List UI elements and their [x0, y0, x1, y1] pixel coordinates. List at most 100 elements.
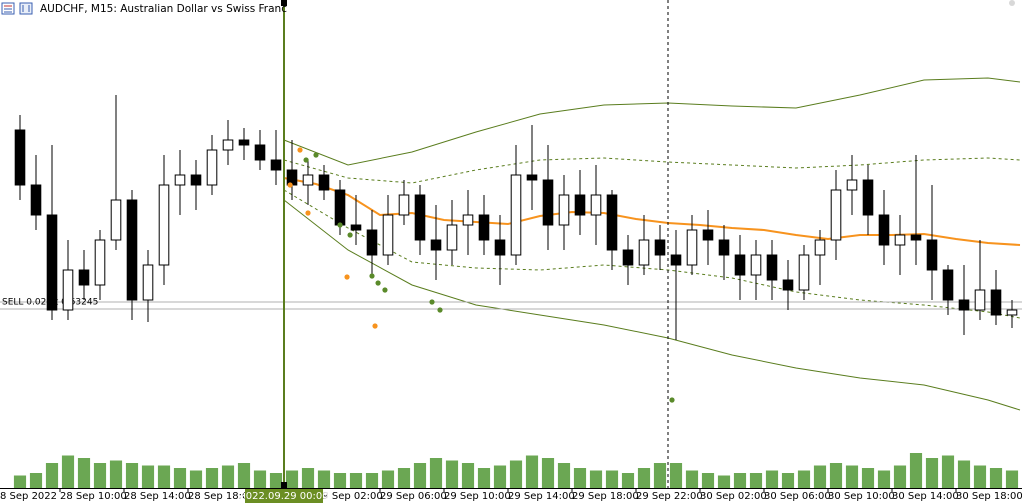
volume-bar	[317, 470, 331, 488]
volume-bar	[653, 463, 667, 488]
x-tick-label: 29 Sep 10:00	[444, 491, 511, 502]
candle-body	[238, 139, 250, 146]
signal-point	[382, 287, 388, 293]
crosshair-label-box	[245, 489, 323, 503]
volume-bar	[973, 465, 987, 488]
x-tick-label: 30 Sep 02:00	[700, 491, 767, 502]
volume-bar	[109, 460, 123, 488]
volume-bar	[637, 468, 651, 488]
candle-body	[110, 199, 122, 241]
volume-bar	[589, 470, 603, 488]
candle-body	[46, 214, 58, 311]
volume-bar	[845, 465, 859, 488]
volume-bar	[477, 468, 491, 488]
x-tick-label: 28 Sep 18:00	[188, 491, 255, 502]
volume-bar	[525, 455, 539, 488]
candle-body	[910, 234, 922, 241]
candle-body	[542, 179, 554, 226]
candle-body	[302, 174, 314, 186]
volume-bar	[797, 470, 811, 488]
volume-bar	[429, 458, 443, 488]
candle-body	[174, 174, 186, 186]
signal-point	[297, 147, 303, 153]
candle-body	[446, 224, 458, 251]
signal-point	[375, 280, 381, 286]
x-tick-label: 29 Sep 18:00	[572, 491, 639, 502]
volume-bar	[125, 463, 139, 488]
candle-body	[62, 269, 74, 311]
candle-body	[366, 229, 378, 256]
x-tick-label: 29 Sep 02:00	[316, 491, 383, 502]
candle-body	[462, 214, 474, 226]
candle-body	[14, 129, 26, 186]
volume-bar	[573, 468, 587, 488]
volume-bar	[221, 465, 235, 488]
candle-body	[702, 229, 714, 241]
signal-point	[305, 210, 311, 216]
candle-body	[878, 214, 890, 246]
candle-body	[926, 239, 938, 271]
candle-body	[638, 239, 650, 266]
volume-bar	[765, 470, 779, 488]
x-tick-label: 30 Sep 18:00	[956, 491, 1022, 502]
signal-point	[669, 397, 675, 403]
volume-bar	[413, 463, 427, 488]
corner-icon[interactable]	[1009, 0, 1015, 6]
candle-body	[350, 224, 362, 231]
volume-bar	[13, 475, 27, 488]
candle-body	[430, 239, 442, 251]
volume-bar	[941, 455, 955, 488]
candle-body	[718, 239, 730, 256]
candle-body	[654, 239, 666, 256]
candle-body	[942, 269, 954, 301]
volume-bar	[445, 460, 459, 488]
signal-point	[303, 157, 309, 163]
candle-body	[574, 194, 586, 216]
candle-body	[1006, 309, 1018, 316]
candle-body	[142, 264, 154, 301]
candle-body	[958, 299, 970, 311]
x-tick-label: 30 Sep 14:00	[892, 491, 959, 502]
crosshair-handle	[281, 0, 287, 6]
candle-body	[78, 269, 90, 286]
candle-body	[782, 279, 794, 291]
candle-body	[974, 289, 986, 311]
volume-bar	[157, 465, 171, 488]
volume-bar	[893, 465, 907, 488]
volume-bar	[605, 470, 619, 488]
candle-body	[558, 194, 570, 226]
signal-point	[429, 299, 435, 305]
candle-body	[686, 229, 698, 266]
icon-chart[interactable]	[19, 2, 33, 15]
volume-bar	[301, 468, 315, 488]
crosshair-label: 2022.09.29 00:00	[239, 491, 328, 502]
volume-bar	[557, 463, 571, 488]
volume-bar	[509, 460, 523, 488]
candle-body	[206, 149, 218, 186]
volume-bar	[205, 468, 219, 488]
signal-point	[313, 152, 319, 158]
candle-body	[894, 234, 906, 246]
x-tick-label: 30 Sep 10:00	[828, 491, 895, 502]
volume-bar	[1005, 470, 1019, 488]
volume-bar	[749, 473, 763, 488]
volume-bar	[989, 468, 1003, 488]
volume-bar	[861, 468, 875, 488]
volume-bar	[381, 470, 395, 488]
volume-bar	[829, 463, 843, 488]
signal-point	[287, 182, 293, 188]
x-tick-label: 29 Sep 14:00	[508, 491, 575, 502]
candle-body	[590, 194, 602, 216]
volume-bar	[173, 468, 187, 488]
volume-bar	[237, 463, 251, 488]
candle-body	[94, 239, 106, 286]
volume-bar	[269, 473, 283, 488]
x-tick-label: 8 Sep 2022	[0, 491, 57, 502]
candle-body	[382, 214, 394, 256]
x-tick-label: 30 Sep 06:00	[764, 491, 831, 502]
signal-point	[437, 307, 443, 313]
volume-bar	[669, 463, 683, 488]
candle-body	[622, 249, 634, 266]
